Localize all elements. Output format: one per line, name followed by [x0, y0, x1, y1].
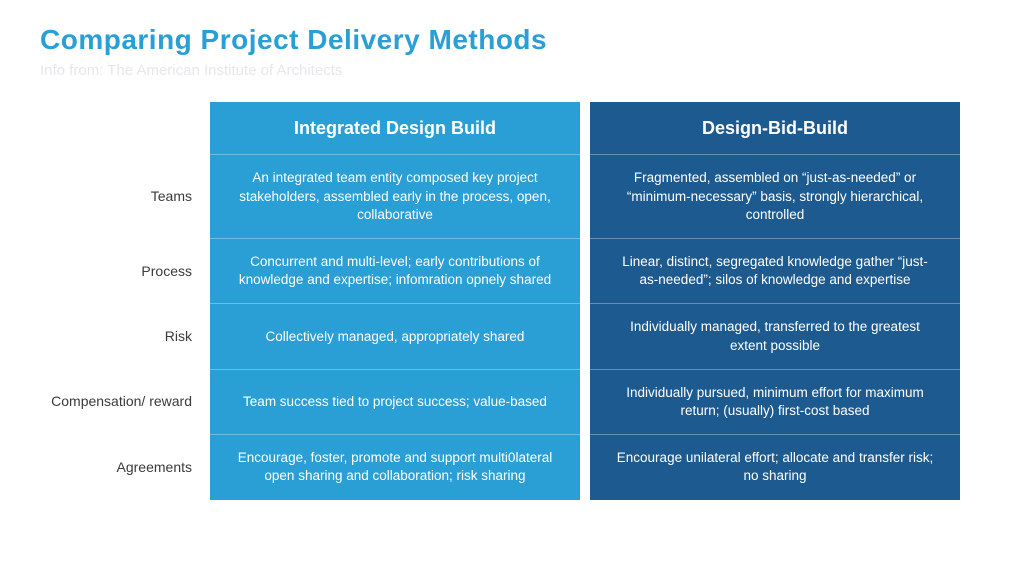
page-header: Comparing Project Delivery Methods Info … — [0, 0, 1024, 115]
header-spacer — [0, 102, 210, 154]
cell-a: An integrated team entity composed key p… — [210, 154, 580, 238]
row-label: Process — [0, 238, 210, 303]
cell-a: Team success tied to project success; va… — [210, 369, 580, 434]
table-row: Risk Collectively managed, appropriately… — [0, 303, 1024, 368]
cell-a: Encourage, foster, promote and support m… — [210, 434, 580, 499]
cell-b: Individually pursued, minimum effort for… — [590, 369, 960, 434]
table-header-row: Integrated Design Build Design-Bid-Build — [0, 102, 1024, 154]
page-subtitle: Info from: The American Institute of Arc… — [40, 62, 984, 79]
cell-a: Concurrent and multi-level; early contri… — [210, 238, 580, 303]
cell-b: Fragmented, assembled on “just-as-needed… — [590, 154, 960, 238]
cell-b: Linear, distinct, segregated knowledge g… — [590, 238, 960, 303]
table-row: Compensation/ reward Team success tied t… — [0, 369, 1024, 434]
column-a-header: Integrated Design Build — [210, 102, 580, 154]
table-row: Teams An integrated team entity composed… — [0, 154, 1024, 238]
cell-b: Encourage unilateral effort; allocate an… — [590, 434, 960, 499]
row-label: Risk — [0, 303, 210, 368]
page-title: Comparing Project Delivery Methods — [40, 24, 984, 56]
column-b-header: Design-Bid-Build — [590, 102, 960, 154]
row-label: Teams — [0, 154, 210, 238]
table-row: Agreements Encourage, foster, promote an… — [0, 434, 1024, 499]
row-label: Agreements — [0, 434, 210, 499]
cell-a: Collectively managed, appropriately shar… — [210, 303, 580, 368]
comparison-table: Integrated Design Build Design-Bid-Build… — [0, 102, 1024, 500]
table-row: Process Concurrent and multi-level; earl… — [0, 238, 1024, 303]
row-label: Compensation/ reward — [0, 369, 210, 434]
cell-b: Individually managed, transferred to the… — [590, 303, 960, 368]
